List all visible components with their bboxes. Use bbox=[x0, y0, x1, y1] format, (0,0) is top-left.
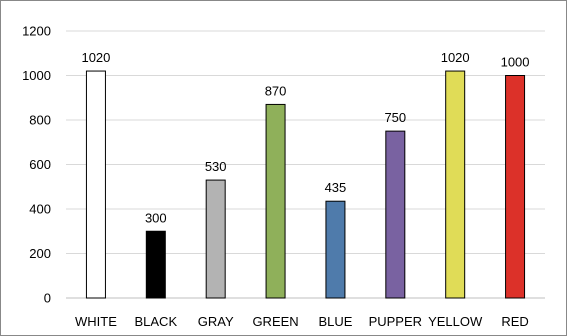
bars bbox=[85, 70, 526, 299]
data-label-white: 1020 bbox=[81, 50, 110, 65]
y-tick-label: 600 bbox=[29, 157, 51, 172]
data-label-black: 300 bbox=[145, 210, 167, 225]
bar-yellow bbox=[445, 70, 466, 299]
bar-green bbox=[265, 103, 286, 299]
category-label-pupper: PUPPER bbox=[369, 314, 422, 329]
y-tick-label: 1200 bbox=[22, 24, 51, 39]
gridlines bbox=[66, 30, 545, 299]
category-label-gray: GRAY bbox=[198, 314, 234, 329]
category-label-white: WHITE bbox=[75, 314, 117, 329]
y-tick-label: 200 bbox=[29, 246, 51, 261]
y-tick-label: 400 bbox=[29, 202, 51, 217]
data-label-yellow: 1020 bbox=[441, 50, 470, 65]
y-axis-ticks: 0 200 400 600 800 1000 1200 bbox=[22, 24, 51, 306]
data-label-red: 1000 bbox=[501, 55, 530, 70]
category-label-red: RED bbox=[501, 314, 528, 329]
bar-gray bbox=[205, 179, 226, 299]
bar-black bbox=[145, 230, 166, 299]
data-label-blue: 435 bbox=[325, 180, 347, 195]
category-label-black: BLACK bbox=[134, 314, 177, 329]
x-axis-categories: WHITE BLACK GRAY GREEN BLUE PUPPER YELLOW RED bbox=[75, 314, 529, 329]
data-label-gray: 530 bbox=[205, 159, 227, 174]
y-tick-label: 0 bbox=[44, 291, 51, 306]
category-label-blue: BLUE bbox=[318, 314, 352, 329]
data-labels: 1020 300 530 870 435 750 1020 1000 bbox=[81, 50, 529, 225]
data-label-pupper: 750 bbox=[384, 110, 406, 125]
data-label-green: 870 bbox=[265, 83, 287, 98]
y-tick-label: 1000 bbox=[22, 68, 51, 83]
y-tick-label: 800 bbox=[29, 113, 51, 128]
bar-red bbox=[505, 75, 526, 299]
category-label-yellow: YELLOW bbox=[428, 314, 483, 329]
bar-pupper bbox=[385, 130, 406, 299]
category-label-green: GREEN bbox=[252, 314, 298, 329]
bar-blue bbox=[325, 200, 346, 299]
bar-white bbox=[85, 70, 106, 299]
